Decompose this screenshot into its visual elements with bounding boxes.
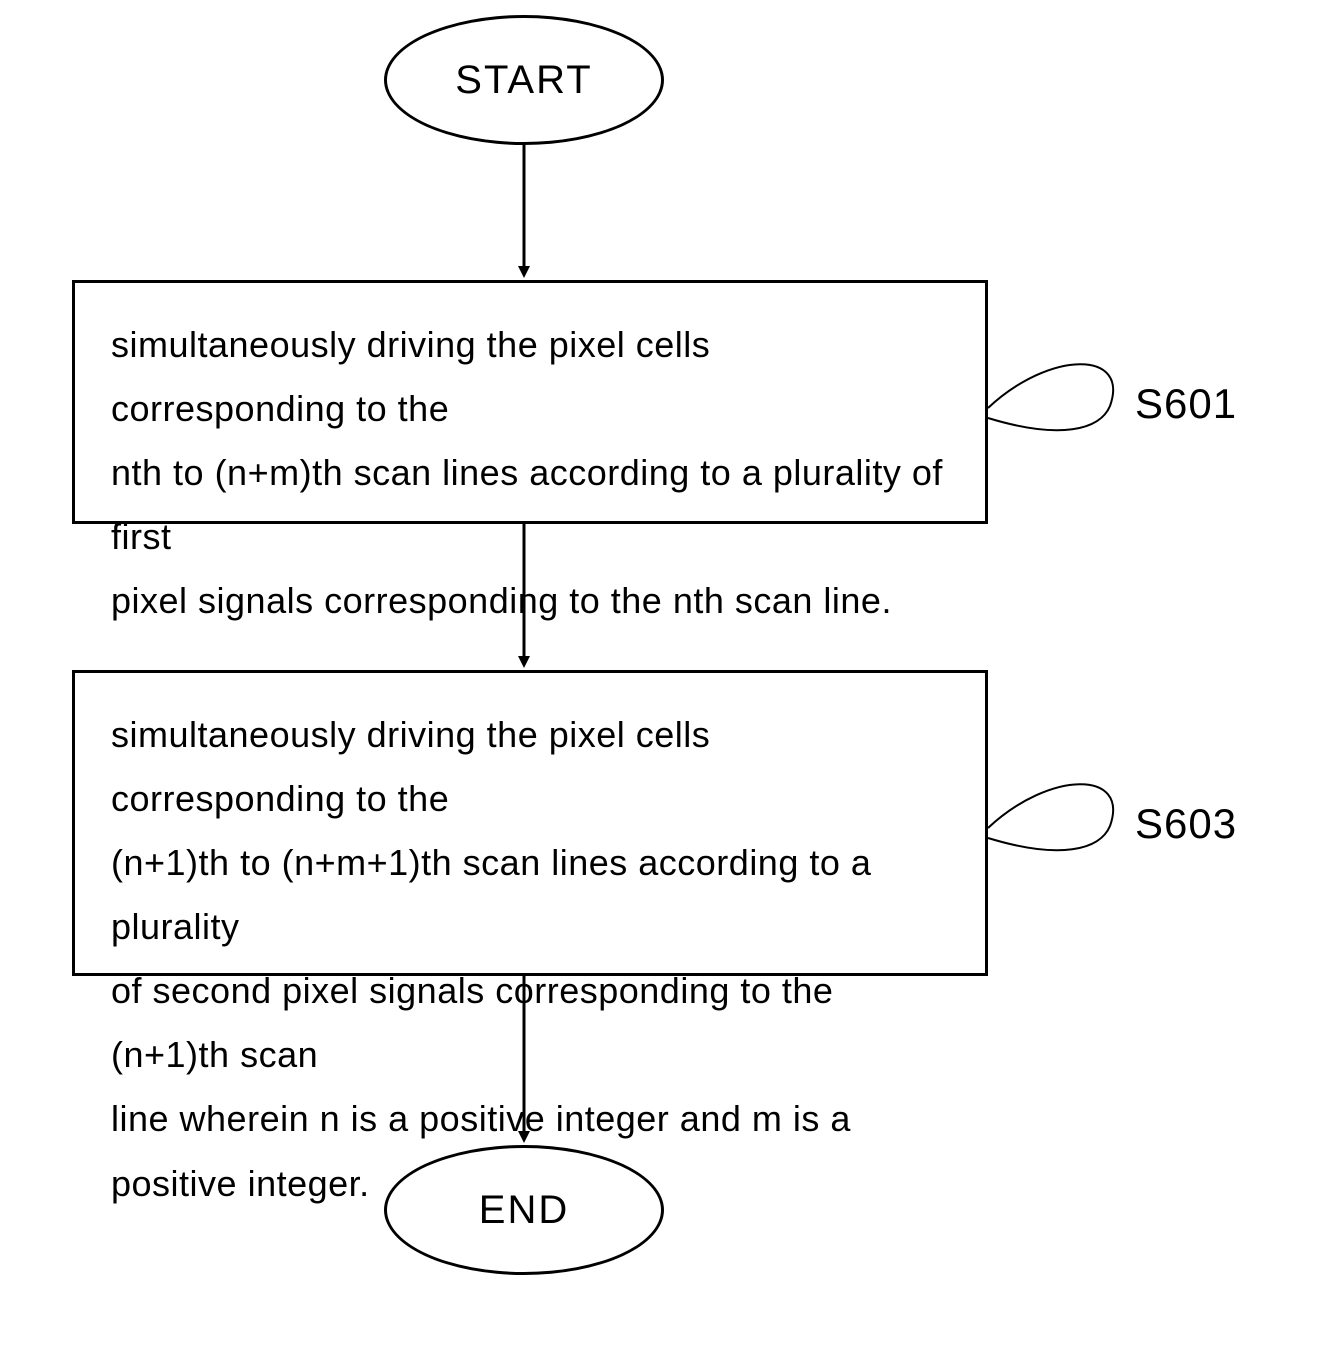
side-label-s603: S603 <box>1135 800 1237 848</box>
process-s603-text: simultaneously driving the pixel cells c… <box>111 703 949 1216</box>
start-label: START <box>455 58 592 103</box>
end-label: END <box>479 1188 569 1233</box>
connector-s601 <box>988 364 1113 430</box>
connector-s603 <box>988 784 1113 850</box>
side-label-s601: S601 <box>1135 380 1237 428</box>
process-s601-text: simultaneously driving the pixel cells c… <box>111 313 949 633</box>
process-s603: simultaneously driving the pixel cells c… <box>72 670 988 976</box>
process-s601: simultaneously driving the pixel cells c… <box>72 280 988 524</box>
start-terminator: START <box>384 15 664 145</box>
end-terminator: END <box>384 1145 664 1275</box>
